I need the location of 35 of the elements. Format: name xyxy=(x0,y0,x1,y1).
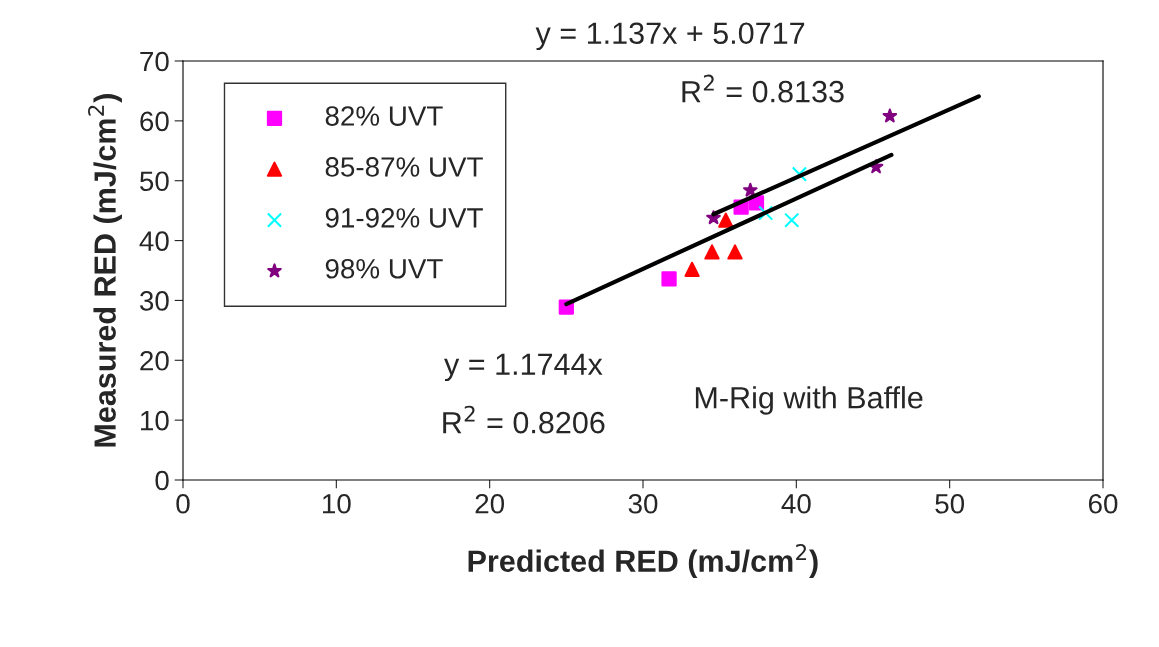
point xyxy=(758,205,774,221)
y-tick-label: 50 xyxy=(140,171,169,192)
annotation: R$^{2}$ = 0.8206 xyxy=(443,405,605,434)
y-axis-title: Measured RED (mJ/cm$^{2}$) xyxy=(88,94,122,447)
x-tick-label: 10 xyxy=(323,493,351,514)
y-tick-label: 70 xyxy=(140,51,169,72)
x-tick-label: 0 xyxy=(176,493,190,514)
point xyxy=(718,212,734,228)
point xyxy=(882,108,898,123)
legend-label: 85-87% UVT xyxy=(325,157,483,177)
point xyxy=(704,244,720,260)
x-axis-title: Predicted RED (mJ/cm$^{2}$) xyxy=(468,544,818,578)
legend-label: 91-92% UVT xyxy=(325,208,483,228)
y-tick-label: 10 xyxy=(141,410,169,431)
legend-label: 82% UVT xyxy=(325,106,443,126)
x-tick-label: 60 xyxy=(1088,493,1118,514)
y-tick-label: 0 xyxy=(155,470,169,491)
y-tick-label: 60 xyxy=(140,111,169,132)
y-tick-label: 20 xyxy=(140,350,169,371)
y-tick-label: 40 xyxy=(139,231,169,251)
x-tick-label: 50 xyxy=(935,493,965,514)
legend-label: 98% UVT xyxy=(325,258,443,279)
x-tick-label: 30 xyxy=(628,493,658,514)
x-tick-label: 40 xyxy=(781,493,811,514)
text: y = 1.137x + 5.0717 xyxy=(535,22,805,51)
point xyxy=(661,271,677,287)
point xyxy=(727,244,743,260)
point xyxy=(743,182,758,197)
annotation: M-Rig with Baffle xyxy=(695,386,923,415)
y-tick-label: 30 xyxy=(139,291,169,311)
annotation: y = 1.1744x xyxy=(444,353,603,382)
point xyxy=(784,212,800,228)
annotation: R$^{2}$ = 0.8133 xyxy=(682,74,844,103)
point xyxy=(684,261,700,277)
x-tick-label: 20 xyxy=(475,493,505,514)
